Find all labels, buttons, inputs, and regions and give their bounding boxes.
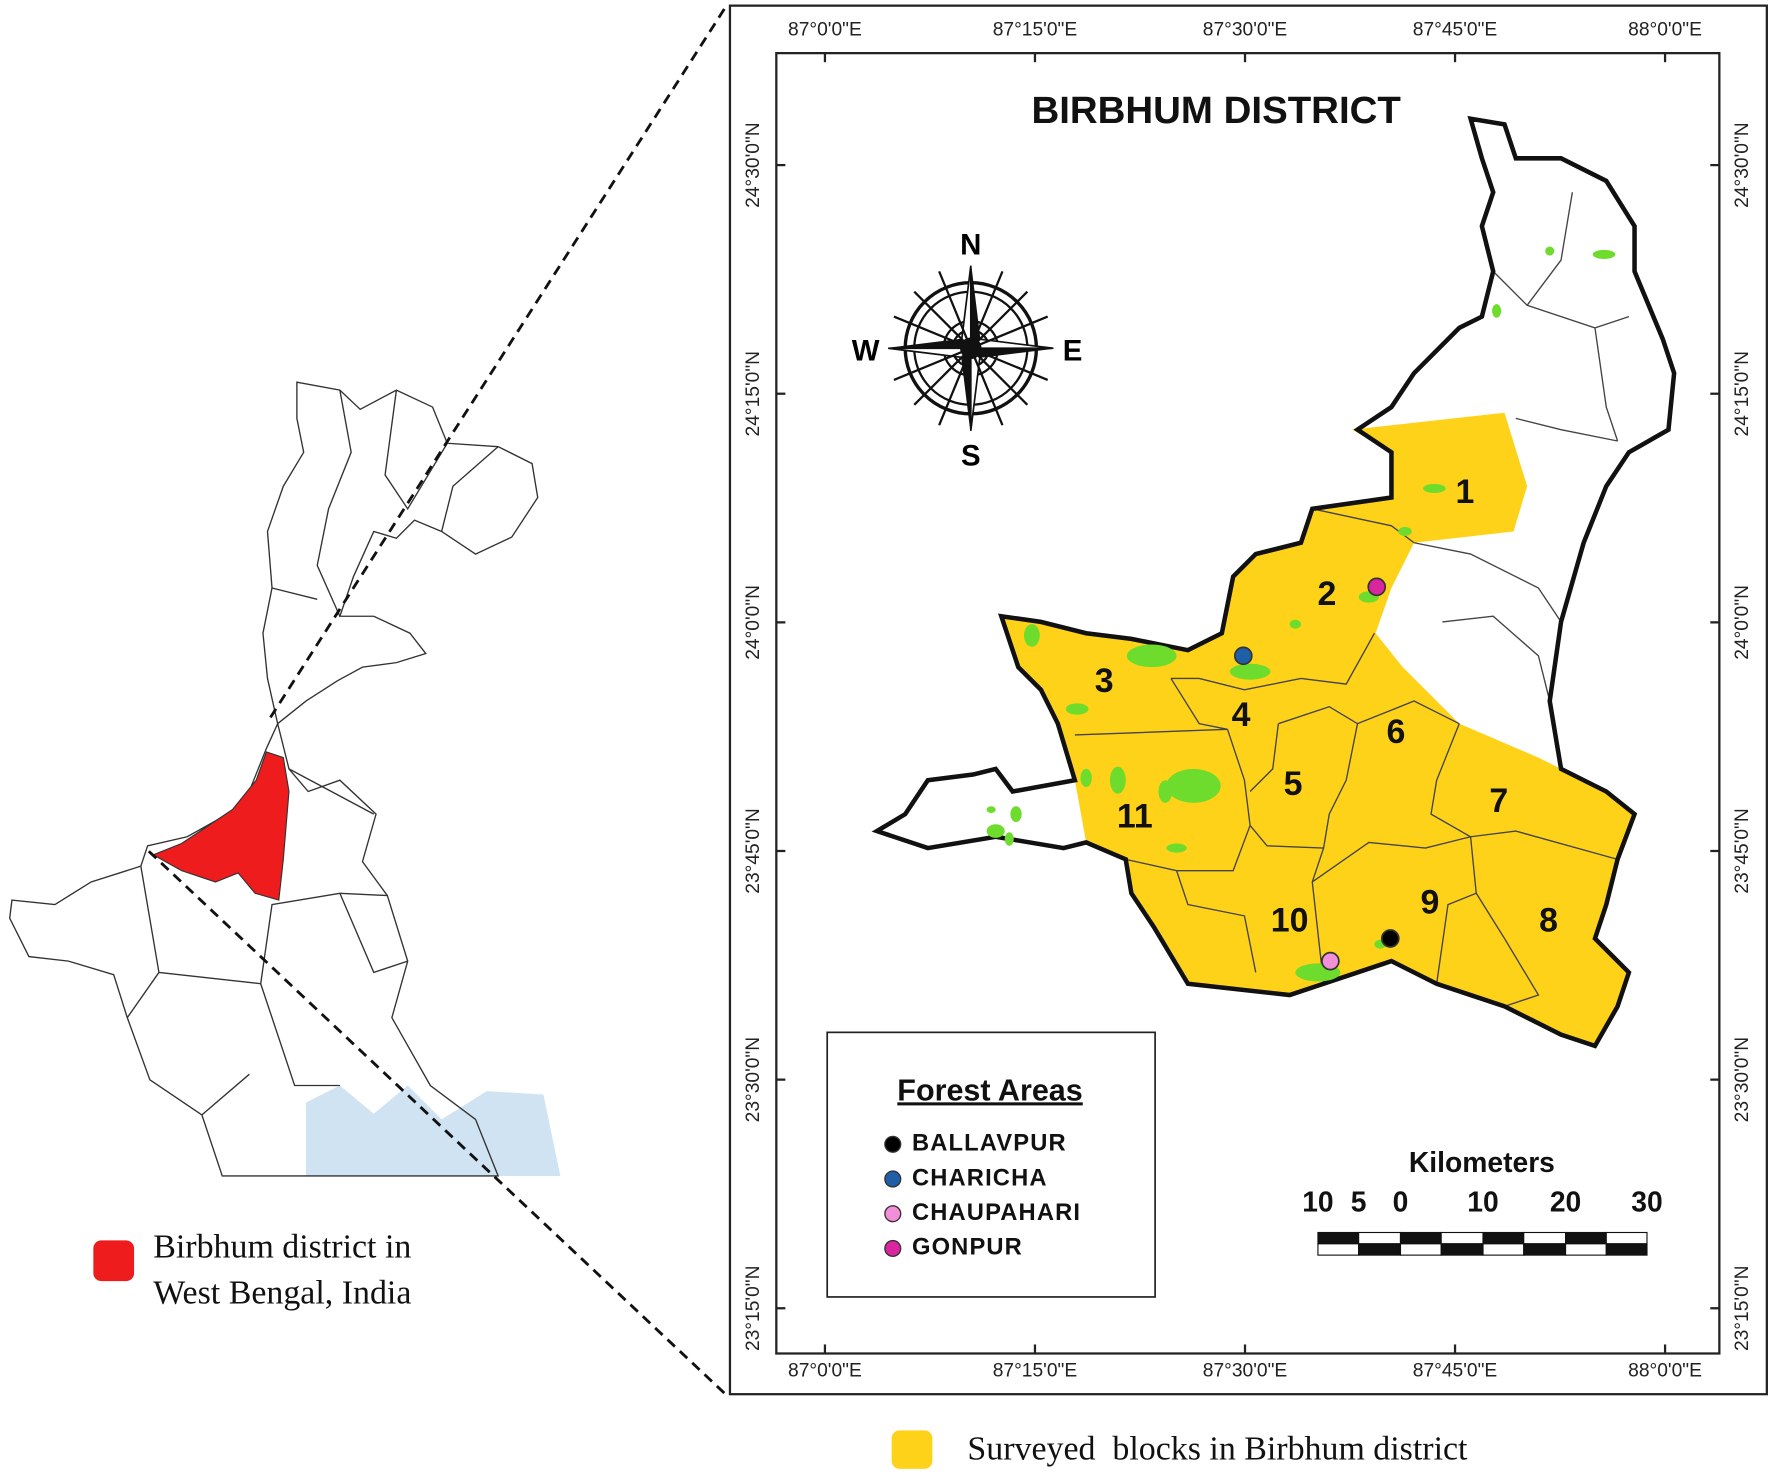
legend-marker [884,1205,902,1223]
birbhum-highlight [151,751,290,901]
scale-segment [1358,1243,1402,1256]
scale-segment [1523,1243,1567,1256]
block-label: 1 [1456,473,1475,511]
scale-segment [1440,1231,1484,1245]
latitude-label: 24°30'0"N [743,122,764,207]
scale-label: 5 [1351,1186,1367,1218]
scale-segment [1565,1231,1607,1245]
longitude-label: 88°0'0"E [1628,20,1702,41]
legend-marker [884,1135,902,1153]
scale-segment [1565,1243,1607,1256]
scale-segment [1440,1243,1484,1256]
compass-east: E [1063,335,1083,368]
footer-swatch [891,1430,933,1469]
compass-west: W [852,335,880,368]
block-label: 5 [1284,765,1303,803]
scale-label: 20 [1550,1186,1581,1218]
scale-segment [1399,1243,1442,1256]
legend-box [826,1031,1156,1298]
compass-north: N [960,228,981,261]
latitude-label: 24°15'0"N [743,351,764,437]
latitude-label: 23°15'0"N [1732,1266,1753,1351]
district: 1 2 3 4 5 6 7 8 9 10 11 [871,115,1677,1049]
scale-segment [1482,1231,1525,1245]
longitude-label: 87°15'0"E [993,20,1077,41]
scale-segment [1605,1231,1648,1245]
site-marker [1367,577,1387,597]
block-label: 7 [1489,782,1508,820]
scale-segment [1317,1231,1360,1245]
longitude-label: 87°45'0"E [1413,1361,1497,1382]
latitude-label: 23°45'0"N [1732,808,1753,894]
scale-label: 10 [1302,1186,1333,1218]
legend-marker [884,1170,902,1188]
compass-south: S [961,440,981,473]
longitude-label: 87°0'0"E [788,1361,862,1382]
scale-label: 30 [1631,1186,1662,1218]
zoom-line [267,8,726,722]
block-label: 3 [1095,662,1114,700]
latitude-label: 23°30'0"N [1732,1037,1753,1123]
longitude-label: 87°30'0"E [1203,20,1287,41]
legend-title: Forest Areas [897,1073,1082,1107]
block-label: 9 [1420,884,1439,922]
legend-label: BALLAVPUR [912,1131,1067,1157]
longitude-label: 87°15'0"E [993,1361,1077,1382]
scale-segment [1317,1243,1360,1256]
site-marker [1233,646,1253,666]
scale-segment [1358,1231,1402,1245]
map-title: BIRBHUM DISTRICT [1031,89,1401,132]
latitude-label: 24°0'0"N [743,585,764,660]
block-label: 11 [1117,798,1153,836]
latitude-label: 24°15'0"N [1732,351,1753,437]
legend-label: GONPUR [912,1235,1023,1261]
scale-segment [1399,1231,1442,1245]
legend-label: CHAUPAHARI [912,1200,1081,1226]
site-marker [1380,929,1400,948]
latitude-label: 24°30'0"N [1732,122,1753,207]
latitude-label: 24°0'0"N [1732,585,1753,660]
block-label: 10 [1271,902,1309,940]
district-boundary [871,115,1677,1049]
block-label: 6 [1387,713,1406,751]
inset-legend-text: West Bengal, India [153,1275,411,1312]
block-label: 2 [1318,575,1337,613]
compass [888,265,1054,431]
block-label: 4 [1232,696,1251,734]
latitude-label: 23°45'0"N [743,808,764,894]
inset-legend-text: Birbhum district in [153,1228,411,1265]
scale-segment [1482,1243,1525,1256]
scale-label: 10 [1467,1186,1498,1218]
footer-legend: Surveyed blocks in Birbhum district [967,1431,1468,1468]
scale-segment [1523,1231,1567,1245]
latitude-label: 23°15'0"N [743,1266,764,1351]
legend-label: CHARICHA [912,1165,1048,1191]
block-label: 8 [1539,902,1558,940]
scale-title: Kilometers [1409,1146,1555,1178]
longitude-label: 87°0'0"E [788,20,862,41]
zoom-line [144,847,726,1395]
longitude-label: 87°30'0"E [1203,1361,1287,1382]
longitude-label: 88°0'0"E [1628,1361,1702,1382]
scale-label: 0 [1393,1186,1409,1218]
site-marker [1321,951,1340,971]
latitude-label: 23°30'0"N [743,1037,764,1123]
longitude-label: 87°45'0"E [1413,20,1497,41]
scale-segment [1605,1243,1648,1256]
inset-legend-swatch [93,1240,135,1282]
legend-marker [884,1239,902,1258]
